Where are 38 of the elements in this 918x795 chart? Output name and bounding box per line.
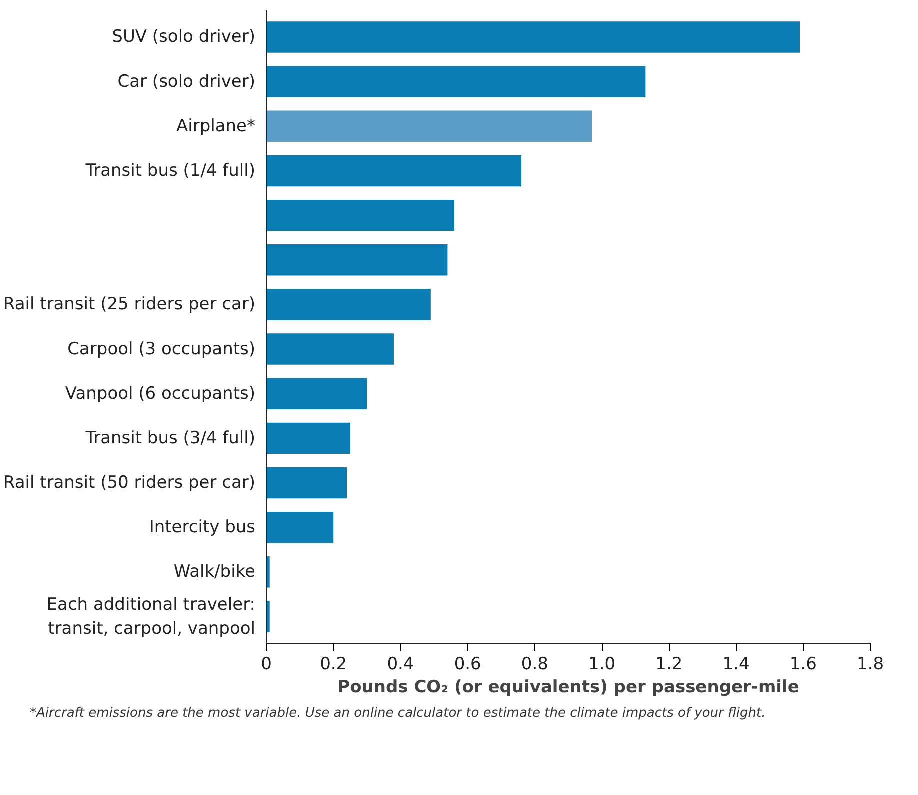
bar	[266, 22, 800, 53]
y-tick-label: Car (solo driver)	[118, 72, 256, 92]
bar	[266, 200, 454, 232]
bar	[266, 378, 368, 410]
y-tick-label: SUV (solo driver)	[112, 27, 256, 48]
x-tick-label: 1.4	[722, 654, 750, 674]
text: *Aircraft emissions are the most variable. Use an online calculator to estimate the climate impacts of your flight.	[30, 705, 766, 723]
x-tick-label: 0.2	[320, 654, 348, 674]
bar	[266, 244, 448, 276]
y-tick-label: Each additional traveler: transit, carpool, vanpool	[46, 594, 256, 639]
x-tick-label: 0.8	[521, 654, 548, 674]
y-tick-label: Transit bus (3/4 full)	[84, 428, 256, 448]
x-tick-label: 0.6	[454, 654, 482, 674]
y-tick-label: Transit bus (1/4 full)	[84, 160, 256, 181]
x-tick-label: 0.4	[387, 654, 414, 674]
y-tick-label: Carpool (3 occupants)	[68, 339, 256, 360]
x-tick-label: 1.6	[790, 654, 817, 674]
y-tick-label: Vanpool (6 occupants)	[65, 384, 256, 404]
bar	[266, 334, 394, 365]
bar	[266, 155, 522, 187]
x-tick-label: 1.2	[656, 654, 683, 674]
y-tick-label: Rail transit (50 riders per car)	[3, 473, 256, 494]
y-tick-label: Intercity bus	[149, 518, 256, 538]
x-tick-label: 1.8	[856, 654, 884, 674]
bar	[266, 467, 348, 499]
bar	[266, 66, 646, 98]
x-axis-title: Pounds CO₂ (or equivalents) per passenger-mile	[338, 678, 800, 698]
x-tick-label: 1.0	[588, 654, 616, 674]
bar	[266, 556, 270, 588]
x-tick-label: 0	[261, 654, 272, 674]
bar	[266, 601, 270, 632]
bar	[266, 289, 431, 320]
bar	[266, 110, 592, 142]
y-tick-label: Airplane*	[176, 116, 256, 136]
bar	[266, 422, 350, 454]
y-tick-label: Walk/bike	[174, 562, 256, 582]
y-tick-label: Rail transit (25 riders per car)	[3, 294, 256, 315]
bar	[266, 512, 334, 544]
